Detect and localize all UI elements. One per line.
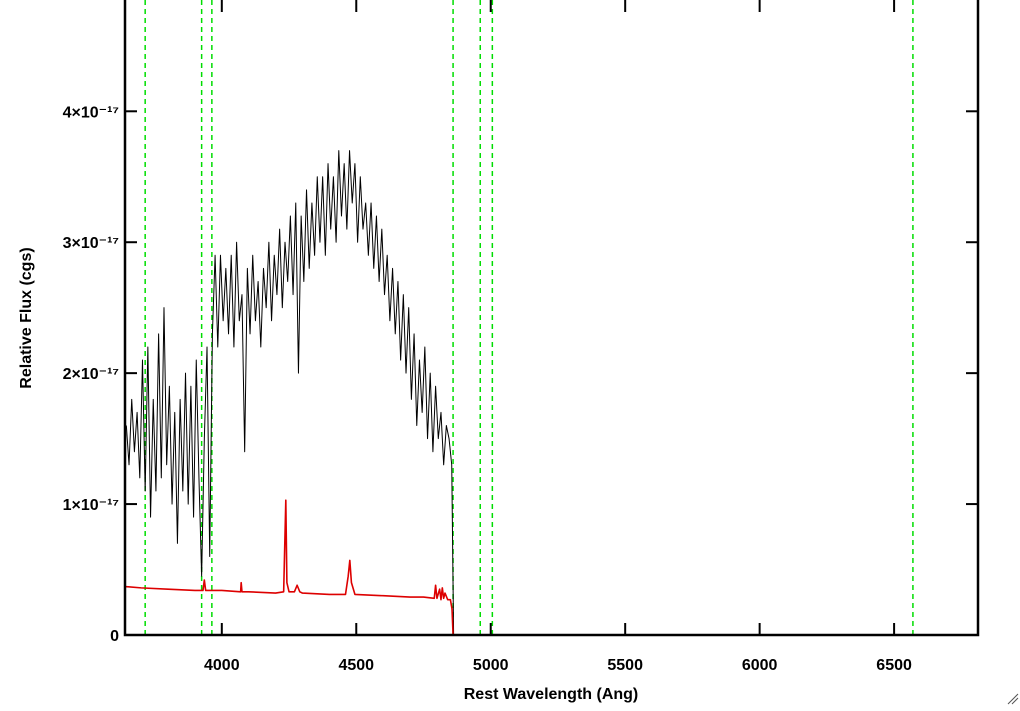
plot-frame	[123, 0, 980, 637]
y-tick-label: 4×10⁻¹⁷	[63, 104, 119, 121]
x-tick-label: 6000	[742, 657, 778, 674]
y-tick-label: 0	[110, 628, 119, 645]
y-axis-title: Relative Flux (cgs)	[18, 247, 35, 388]
x-axis-title: Rest Wavelength (Ang)	[464, 686, 639, 703]
axes: 4000 4500 5000 5500 6000 6500 0 1×10⁻¹⁷ 2×10⁻¹⁷ 3…	[63, 0, 980, 674]
y-tick-label: 3×10⁻¹⁷	[63, 235, 119, 252]
reference-lines	[144, 0, 914, 635]
x-tick-label: 5000	[473, 657, 509, 674]
y-tick-label: 1×10⁻¹⁷	[63, 497, 119, 514]
x-tick-label: 6500	[876, 657, 912, 674]
x-tick-label: 5500	[607, 657, 643, 674]
y-tick-label: 2×10⁻¹⁷	[63, 366, 119, 383]
x-tick-label: 4500	[338, 657, 374, 674]
x-tick-label: 4000	[204, 657, 240, 674]
resize-grip	[1007, 693, 1019, 705]
spectrum-line	[125, 499, 978, 636]
plot-lines	[125, 150, 978, 636]
spectrum-line	[125, 150, 455, 636]
